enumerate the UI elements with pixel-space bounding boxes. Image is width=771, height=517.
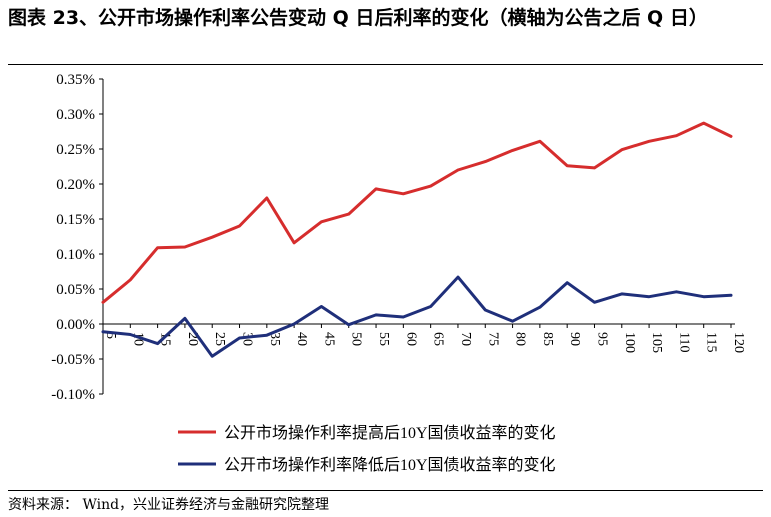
x-tick-label: 80 — [513, 332, 528, 346]
x-tick-label: 120 — [731, 332, 746, 353]
x-tick-label: 100 — [622, 332, 637, 353]
point-rate-decrease — [183, 317, 187, 320]
point-rate-increase — [511, 149, 514, 152]
point-rate-increase — [238, 224, 241, 228]
point-rate-decrease — [320, 305, 323, 308]
y-tick-label: -0.05% — [51, 352, 95, 368]
point-rate-increase — [702, 121, 705, 125]
x-tick-label: 70 — [458, 332, 473, 346]
point-rate-increase — [675, 134, 678, 137]
series-line-rate-decrease — [101, 275, 733, 358]
chart-title: 图表 23、公开市场操作利率公告变动 Q 日后利率的变化（横轴为公告之后 Q 日… — [8, 7, 708, 29]
point-rate-increase — [347, 212, 350, 216]
y-axis: -0.10% -0.05% 0.00% 0.05% 0.10% 0.15% 0.20% 0.2… — [51, 72, 104, 403]
y-tick-label: 0.10% — [56, 247, 95, 263]
y-tick-label: 0.15% — [56, 212, 95, 228]
point-rate-decrease — [620, 292, 623, 296]
x-tick-label: 15 — [158, 332, 173, 346]
point-rate-decrease — [511, 320, 514, 323]
point-rate-increase — [292, 241, 296, 244]
x-tick-label: 35 — [267, 332, 282, 346]
point-rate-decrease — [593, 301, 596, 304]
point-rate-decrease — [265, 334, 269, 337]
x-tick-label: 90 — [567, 332, 582, 346]
x-tick-label: 60 — [403, 332, 418, 346]
point-rate-decrease — [101, 330, 105, 333]
point-rate-increase — [429, 184, 432, 188]
point-rate-decrease — [538, 306, 542, 309]
point-rate-increase — [101, 301, 105, 304]
point-rate-increase — [456, 168, 460, 172]
point-rate-increase — [374, 187, 378, 191]
point-rate-decrease — [347, 323, 350, 326]
y-tick-label: 0.30% — [56, 107, 95, 123]
point-rate-decrease — [484, 308, 487, 312]
y-tick-label: 0.05% — [56, 282, 95, 298]
point-rate-decrease — [374, 313, 378, 317]
x-axis: 5 10 15 20 25 30 35 40 45 50 55 60 65 70 75 80 85 90 95 100… — [102, 323, 746, 353]
series-line-rate-increase — [101, 121, 733, 304]
x-tick-label: 85 — [540, 332, 555, 346]
point-rate-decrease — [647, 295, 651, 298]
point-rate-decrease — [565, 281, 569, 284]
point-rate-decrease — [702, 295, 705, 298]
point-rate-increase — [647, 140, 651, 143]
title-divider — [8, 64, 763, 65]
x-tick-label: 55 — [376, 332, 391, 346]
series-lines — [101, 121, 733, 358]
y-tick-label: -0.10% — [51, 387, 95, 403]
x-tick-label: 105 — [649, 332, 664, 353]
point-rate-increase — [320, 220, 323, 223]
point-rate-decrease — [129, 333, 132, 336]
x-tick-label: 95 — [594, 332, 609, 346]
point-rate-decrease — [429, 305, 432, 308]
point-rate-decrease — [729, 294, 733, 297]
point-rate-decrease — [675, 290, 678, 293]
point-rate-increase — [620, 148, 623, 151]
y-tick-label: 0.20% — [56, 177, 95, 193]
point-rate-increase — [156, 246, 159, 249]
point-rate-increase — [593, 166, 596, 170]
x-tick-label: 110 — [676, 332, 691, 352]
point-rate-increase — [565, 164, 569, 167]
x-tick-label: 115 — [704, 332, 719, 352]
source-divider — [8, 490, 763, 491]
point-rate-increase — [484, 160, 487, 163]
x-tick-label: 50 — [349, 332, 364, 346]
x-tick-label: 75 — [485, 332, 500, 346]
legend-label-rate-increase: 公开市场操作利率提高后10Y国债收益率的变化 — [224, 424, 556, 442]
source-note: 资料来源： Wind，兴业证券经济与金融研究院整理 — [8, 497, 330, 513]
point-rate-increase — [129, 278, 132, 282]
point-rate-increase — [183, 245, 187, 249]
point-rate-increase — [729, 135, 733, 138]
point-rate-decrease — [402, 315, 405, 319]
x-tick-label: 25 — [212, 332, 227, 346]
x-tick-label: 65 — [431, 332, 446, 346]
y-tick-label: 0.35% — [56, 72, 95, 88]
x-tick-label: 40 — [294, 332, 309, 346]
legend-label-rate-decrease: 公开市场操作利率降低后10Y国债收益率的变化 — [224, 456, 556, 474]
y-tick-label: 0.25% — [56, 142, 95, 158]
y-tick-label: 0.00% — [56, 317, 95, 333]
point-rate-increase — [265, 196, 269, 200]
point-rate-increase — [211, 236, 214, 239]
point-rate-decrease — [238, 336, 241, 340]
x-tick-label: 5 — [103, 332, 118, 339]
point-rate-decrease — [156, 342, 159, 345]
x-tick-label: 45 — [321, 332, 336, 346]
point-rate-decrease — [292, 322, 296, 326]
point-rate-decrease — [211, 355, 214, 358]
point-rate-decrease — [456, 275, 460, 279]
legend: 公开市场操作利率提高后10Y国债收益率的变化公开市场操作利率降低后10Y国债收益… — [178, 424, 556, 474]
point-rate-increase — [538, 140, 542, 143]
point-rate-increase — [402, 192, 405, 195]
